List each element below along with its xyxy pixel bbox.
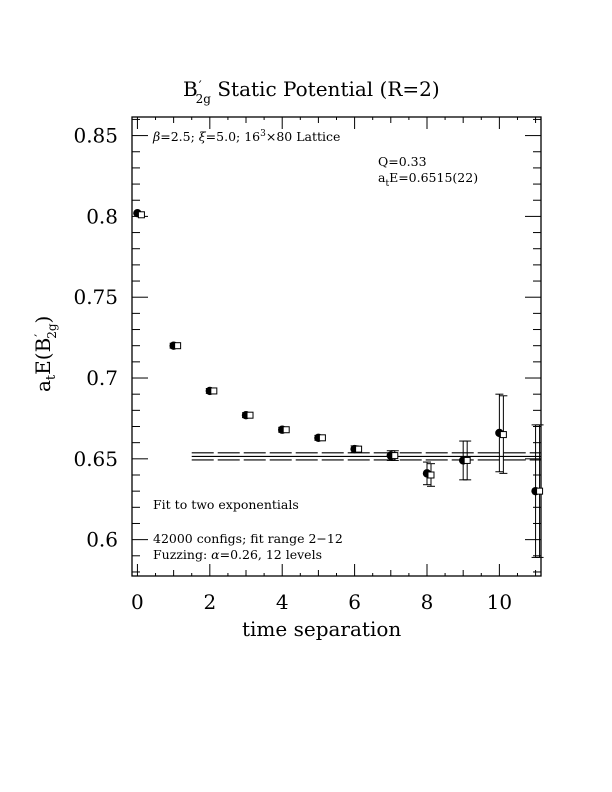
x-tick-label: 6 (348, 590, 361, 614)
data-point-square (137, 211, 145, 219)
data-point-square (463, 456, 471, 464)
x-tick-label: 10 (487, 590, 512, 614)
lattice-annotation: β=2.5; ξ=5.0; 163×80 Lattice (152, 129, 340, 144)
y-tick-label: 0.8 (86, 204, 118, 228)
x-tick-label: 4 (276, 590, 289, 614)
y-axis-label: atE(B′2g) (31, 316, 59, 392)
chart-title: B′ 2g Static Potential (R=2) (183, 77, 440, 106)
data-points (133, 208, 544, 558)
y-tick-label: 0.85 (73, 124, 118, 148)
fuzzing-annotation: Fuzzing: α=0.26, 12 levels (153, 547, 322, 562)
x-tick-label: 0 (131, 590, 144, 614)
configs-annotation: 42000 configs; fit range 2−12 (153, 531, 343, 546)
data-point-square (174, 342, 182, 350)
data-point-square (391, 452, 399, 460)
data-point-square (282, 426, 290, 434)
data-point-square (499, 431, 507, 439)
energy-value: atE=0.6515(22) (378, 170, 478, 189)
q-value: Q=0.33 (378, 154, 427, 169)
data-point-square (318, 434, 326, 442)
y-tick-label: 0.6 (86, 528, 118, 552)
data-point-square (210, 387, 218, 395)
data-point-square (536, 487, 544, 495)
x-tick-label: 8 (421, 590, 434, 614)
y-tick-labels: 0.6 0.65 0.7 0.75 0.8 0.85 (73, 124, 118, 552)
data-point-square (427, 471, 435, 479)
fit-band (191, 452, 541, 461)
fit-description: Fit to two exponentials (153, 497, 299, 512)
data-point-square (246, 411, 254, 419)
y-tick-label: 0.65 (73, 447, 118, 471)
x-tick-labels: 0 2 4 6 8 10 (131, 590, 512, 614)
axis-ticks (132, 117, 541, 576)
y-tick-label: 0.75 (73, 285, 118, 309)
data-point-square (355, 445, 363, 453)
x-tick-label: 2 (203, 590, 216, 614)
y-tick-label: 0.7 (86, 366, 118, 390)
x-axis-label: time separation (242, 617, 401, 641)
